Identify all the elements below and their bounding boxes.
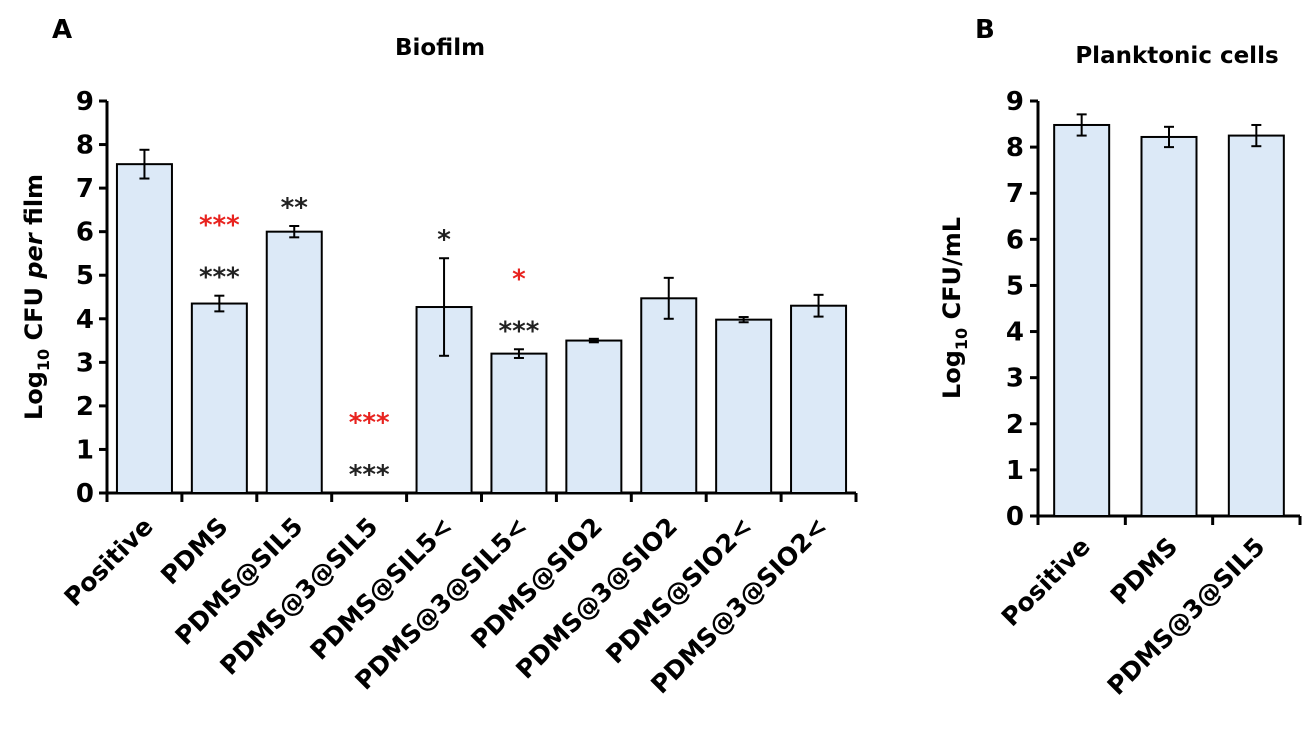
error-bar-pdms-at-3-at-sil5 [1251, 123, 1262, 148]
category-label-pdms-at-sil5: PDMS@SIL5 [169, 512, 308, 651]
bar-pdms-at-sio2 [565, 339, 623, 494]
bar-pdms-at-sil5 [265, 230, 323, 495]
charta-y-tick-label: 5 [76, 261, 94, 291]
significance-pdms: *** [199, 263, 240, 293]
chartb-y-tick-label: 0 [1006, 502, 1024, 532]
charta-y-tick-label: 2 [76, 392, 94, 422]
chart-title-biofilm: Biofilm [395, 35, 485, 61]
chartb-y-tick-label: 3 [1006, 364, 1024, 394]
significance-pdms-at-3-at-sil5-lt: *** [499, 316, 540, 346]
chartb-y-tick-label: 9 [1006, 87, 1024, 117]
significance-pdms-at-3-at-sil5: *** [349, 408, 390, 438]
error-bar-pdms [214, 294, 225, 313]
charta-y-axis-label: Log10 CFU per film [20, 174, 53, 420]
charta-y-tick-label: 0 [76, 479, 94, 509]
charta-y-tick-label: 3 [76, 348, 94, 378]
error-bar-pdms-at-sio2-lt [738, 316, 749, 324]
error-bar-pdms-at-3-at-sio2 [663, 276, 674, 320]
significance-pdms: *** [199, 211, 240, 241]
significance-pdms-at-sil5: ** [281, 193, 309, 223]
error-bar-pdms-at-sio2 [588, 337, 599, 344]
bar-positive [1053, 123, 1111, 517]
chartb-y-tick-label: 5 [1006, 271, 1024, 301]
charta-y-tick-label: 9 [76, 87, 94, 117]
chartb-y-tick-label: 8 [1006, 133, 1024, 163]
error-bar-pdms-at-3-at-sil5-lt [513, 348, 524, 359]
panel-letter-b: B [975, 15, 995, 45]
charta-y-tick-label: 8 [76, 131, 94, 161]
charta-y-tick-label: 7 [76, 174, 94, 204]
bar-pdms [190, 302, 248, 494]
chartb-y-tick-label: 4 [1006, 318, 1024, 348]
bar-pdms-at-3-at-sil5 [1227, 134, 1285, 517]
chartb-y-tick-label: 6 [1006, 225, 1024, 255]
chartb-y-tick-label: 7 [1006, 179, 1024, 209]
chartb-y-tick-label: 2 [1006, 410, 1024, 440]
significance-pdms-at-3-at-sil5-lt: * [512, 264, 526, 294]
significance-pdms-at-sil5-lt: * [437, 225, 451, 255]
bar-pdms-at-3-at-sio2 [640, 297, 698, 494]
charta-y-tick-label: 4 [76, 305, 94, 335]
bar-positive [115, 163, 173, 494]
bar-pdms [1140, 135, 1198, 517]
category-label-pdms: PDMS [1105, 532, 1183, 610]
error-bar-pdms-at-sil5 [289, 225, 300, 239]
error-bar-positive [1076, 113, 1087, 137]
chart-planktonic: B Planktonic cells 0 1 2 3 4 5 6 7 8 9 Log10 CFU/m… [938, 15, 1302, 701]
error-bar-positive [139, 148, 150, 180]
chart-title-planktonic: Planktonic cells [1075, 43, 1278, 69]
charta-y-tick-label: 6 [76, 218, 94, 248]
category-label-positive: Positive [996, 532, 1096, 632]
bar-pdms-at-3-at-sio2-lt [790, 304, 848, 495]
error-bar-pdms-at-3-at-sio2-lt [813, 293, 824, 318]
panel-letter-a: A [52, 15, 72, 45]
category-label-positive: Positive [58, 512, 158, 612]
charta-y-tick-label: 1 [76, 435, 94, 465]
bar-pdms-at-sio2-lt [715, 318, 773, 494]
chartb-y-axis-label: Log10 CFU/mL [938, 217, 971, 399]
significance-pdms-at-3-at-sil5: *** [349, 460, 390, 490]
bar-pdms-at-3-at-sil5-lt [490, 352, 548, 494]
chart-biofilm: A Biofilm 0 1 2 3 4 5 6 7 8 9 Log10 CFU per film Po… [20, 15, 858, 699]
error-bar-pdms [1164, 125, 1174, 149]
category-label-pdms-at-3-at-sil5: PDMS@3@SIL5 [1102, 532, 1271, 701]
chartb-y-tick-label: 1 [1006, 456, 1024, 486]
category-label-pdms-at-sio2: PDMS@SIO2 [465, 512, 608, 655]
error-bar-pdms-at-sil5-lt [439, 257, 450, 357]
